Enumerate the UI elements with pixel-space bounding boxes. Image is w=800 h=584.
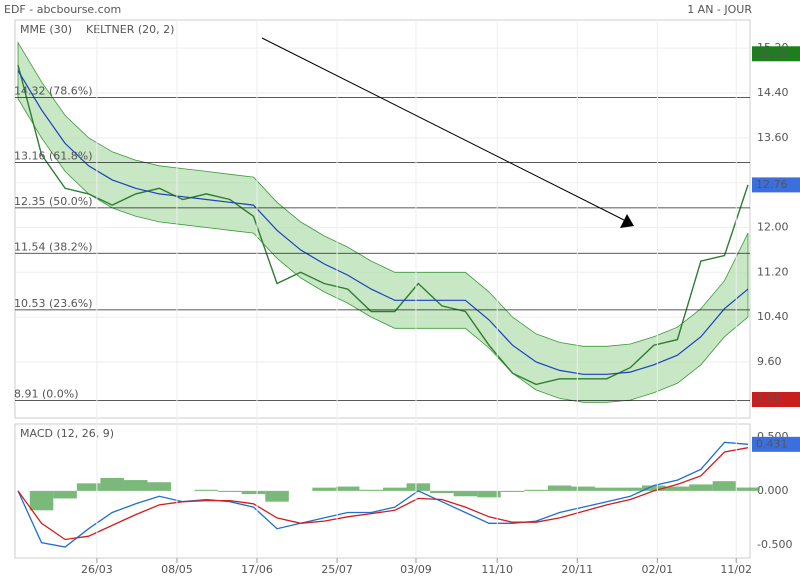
price-tag — [752, 392, 800, 408]
x-tick-label: 02/01 — [641, 563, 673, 576]
histogram-bar — [477, 490, 501, 498]
histogram-bar — [571, 486, 595, 491]
macd-line — [17, 447, 749, 541]
price-line — [17, 64, 749, 386]
histogram-bar — [359, 489, 383, 491]
histogram-bar — [406, 483, 431, 491]
y-tick-label: -0.500 — [757, 538, 792, 551]
histogram-bar — [194, 489, 219, 491]
histogram-bar — [712, 481, 737, 491]
keltner-band — [17, 41, 749, 403]
x-tick-label: 20/11 — [561, 563, 593, 576]
price-tag-label: 0.431 — [756, 437, 788, 450]
y-tick-label: 13.60 — [757, 131, 789, 144]
price-tag — [752, 46, 800, 62]
price-frame — [14, 19, 751, 419]
plot-layer: 15.2014.4013.6012.8012.0011.2010.409.601… — [14, 20, 800, 576]
histogram-bar — [76, 483, 101, 491]
histogram-bar — [500, 490, 525, 492]
histogram-bar — [123, 480, 148, 491]
x-tick-label: 03/09 — [400, 563, 432, 576]
panel-title: MACD (12, 26, 9) — [20, 427, 114, 440]
histogram-bar — [689, 484, 713, 491]
histogram-bar — [241, 490, 266, 495]
y-tick-label: 9.60 — [757, 355, 782, 368]
fib-label: 13.16 (61.8%) — [14, 149, 93, 162]
mme-line — [17, 70, 749, 375]
fib-label: 10.53 (23.6%) — [14, 297, 93, 310]
histogram-bar — [642, 485, 666, 491]
histogram-bar — [218, 490, 242, 492]
histogram-bar — [100, 477, 124, 491]
chart-title: EDF - abcbourse.com — [4, 3, 121, 16]
histogram-bar — [335, 486, 360, 491]
fib-label: 12.35 (50.0%) — [14, 195, 93, 208]
y-tick-label: 14.40 — [757, 86, 789, 99]
y-tick-label: 11.20 — [757, 265, 789, 278]
histogram-bar — [312, 487, 336, 491]
x-tick-label: 08/05 — [161, 563, 193, 576]
histogram-bar — [547, 485, 572, 491]
macd-frame — [14, 423, 751, 559]
histogram-bar — [736, 487, 760, 491]
chart-subtitle: 1 AN - JOUR — [687, 3, 752, 16]
histogram-bar — [53, 490, 77, 499]
histogram-bar — [665, 486, 690, 491]
x-tick-label: 26/03 — [81, 563, 113, 576]
legend-entry: KELTNER (20, 2) — [86, 23, 174, 36]
histogram-bar — [453, 490, 478, 497]
legend-entry: MME (30) — [20, 23, 72, 36]
macd-line — [17, 441, 749, 548]
price-tag-label: 12.76 — [756, 178, 788, 191]
price-tag — [752, 436, 800, 452]
histogram-bar — [594, 487, 619, 491]
fib-label: 14.32 (78.6%) — [14, 84, 93, 97]
y-tick-label: 12.00 — [757, 220, 789, 233]
price-tag-label: 15.10 — [756, 47, 788, 60]
trend-arrow — [261, 37, 625, 221]
x-tick-label: 11/02 — [720, 563, 752, 576]
x-tick-label: 17/06 — [241, 563, 273, 576]
fib-label: 8.91 (0.0%) — [14, 388, 79, 401]
histogram-bar — [265, 490, 289, 502]
histogram-bar — [430, 490, 454, 494]
histogram-bar — [524, 489, 548, 491]
x-tick-label: 25/07 — [321, 563, 353, 576]
arrow-head — [620, 214, 634, 228]
fib-label: 11.54 (38.2%) — [14, 240, 93, 253]
price-tag-label: 8.93 — [756, 393, 781, 406]
histogram-bar — [29, 490, 54, 511]
y-tick-label: 10.40 — [757, 310, 789, 323]
x-tick-label: 11/10 — [481, 563, 513, 576]
histogram-bar — [147, 482, 172, 491]
price-tag — [752, 177, 800, 193]
histogram-bar — [618, 487, 643, 491]
y-tick-label: 0.000 — [757, 484, 789, 497]
histogram-bar — [383, 487, 407, 491]
